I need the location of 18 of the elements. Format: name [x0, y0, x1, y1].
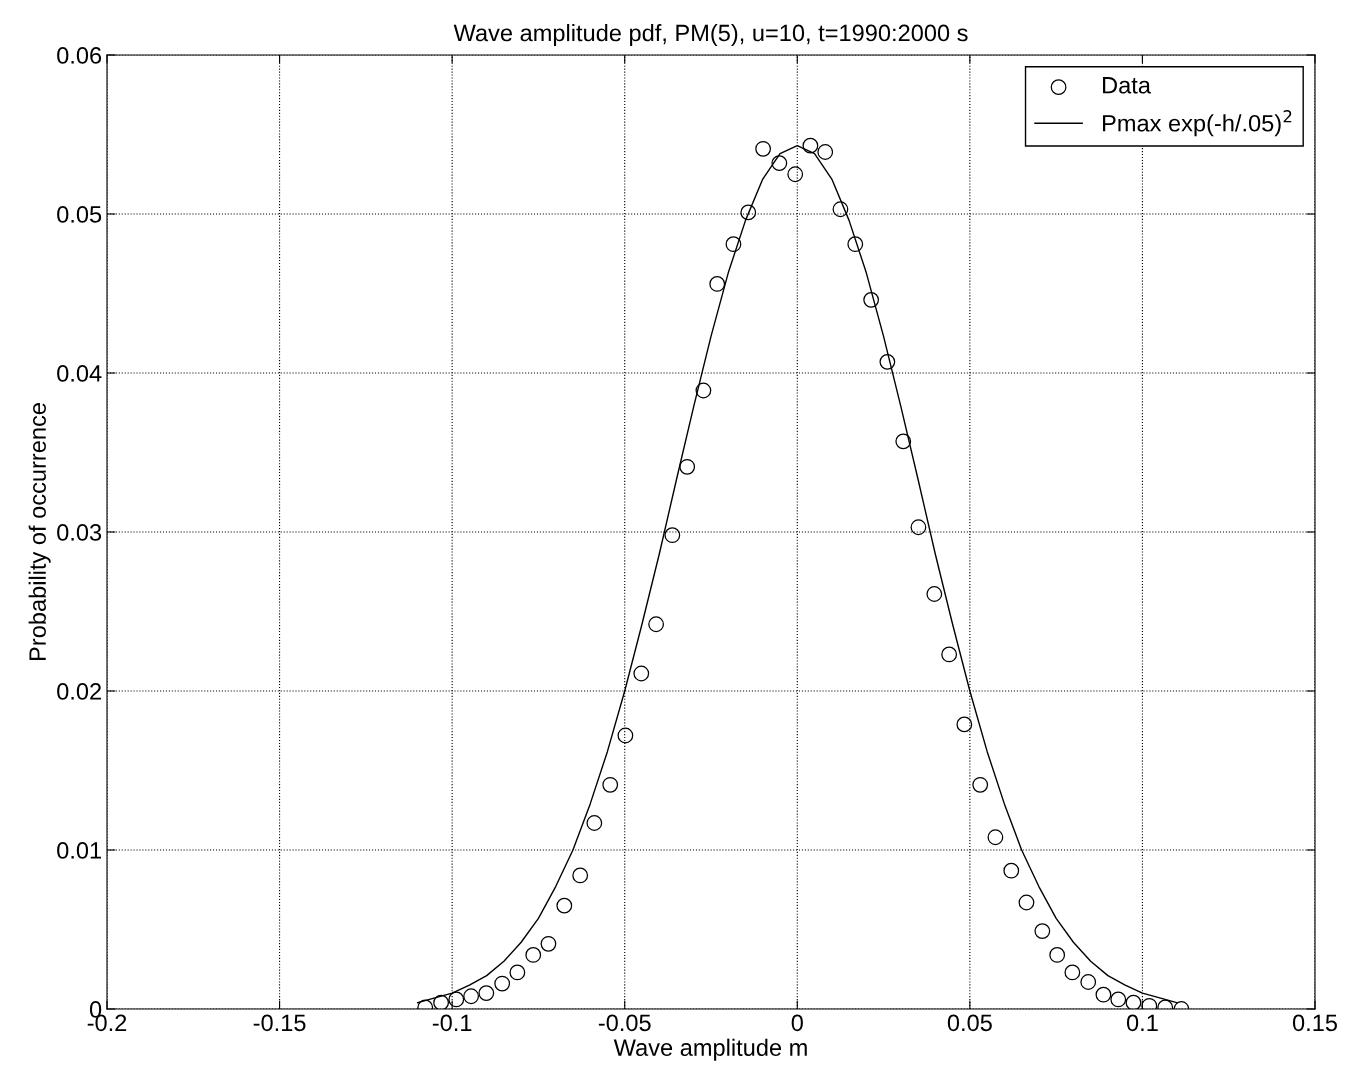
y-tick-label: 0.01: [57, 842, 101, 859]
y-axis-title: Probability of occurrence: [28, 403, 51, 660]
chart-title: Wave amplitude pdf, PM(5), u=10, t=1990:2000 s: [453, 24, 968, 47]
x-tick-label: 0.05: [947, 1014, 992, 1032]
x-tick-label: 0: [791, 1014, 803, 1032]
y-tick-label: 0.02: [57, 683, 101, 700]
x-axis-title: Wave amplitude m: [613, 1038, 807, 1061]
legend-label: Data: [1103, 77, 1151, 94]
x-tick-label: 0.1: [1126, 1014, 1158, 1032]
y-tick-label: 0.05: [57, 206, 102, 223]
legend-label: Pmax exp(-h/.05)$^{2}$: [1103, 110, 1292, 137]
y-tick-label: 0.04: [57, 365, 102, 382]
x-tick-label: -0.15: [253, 1014, 306, 1032]
y-tick-label: 0.03: [57, 524, 102, 541]
x-tick-label: -0.05: [598, 1014, 651, 1032]
x-tick-label: 0.15: [1292, 1014, 1337, 1032]
y-tick-label: 0.06: [57, 47, 102, 64]
x-tick-label: -0.1: [432, 1014, 472, 1032]
